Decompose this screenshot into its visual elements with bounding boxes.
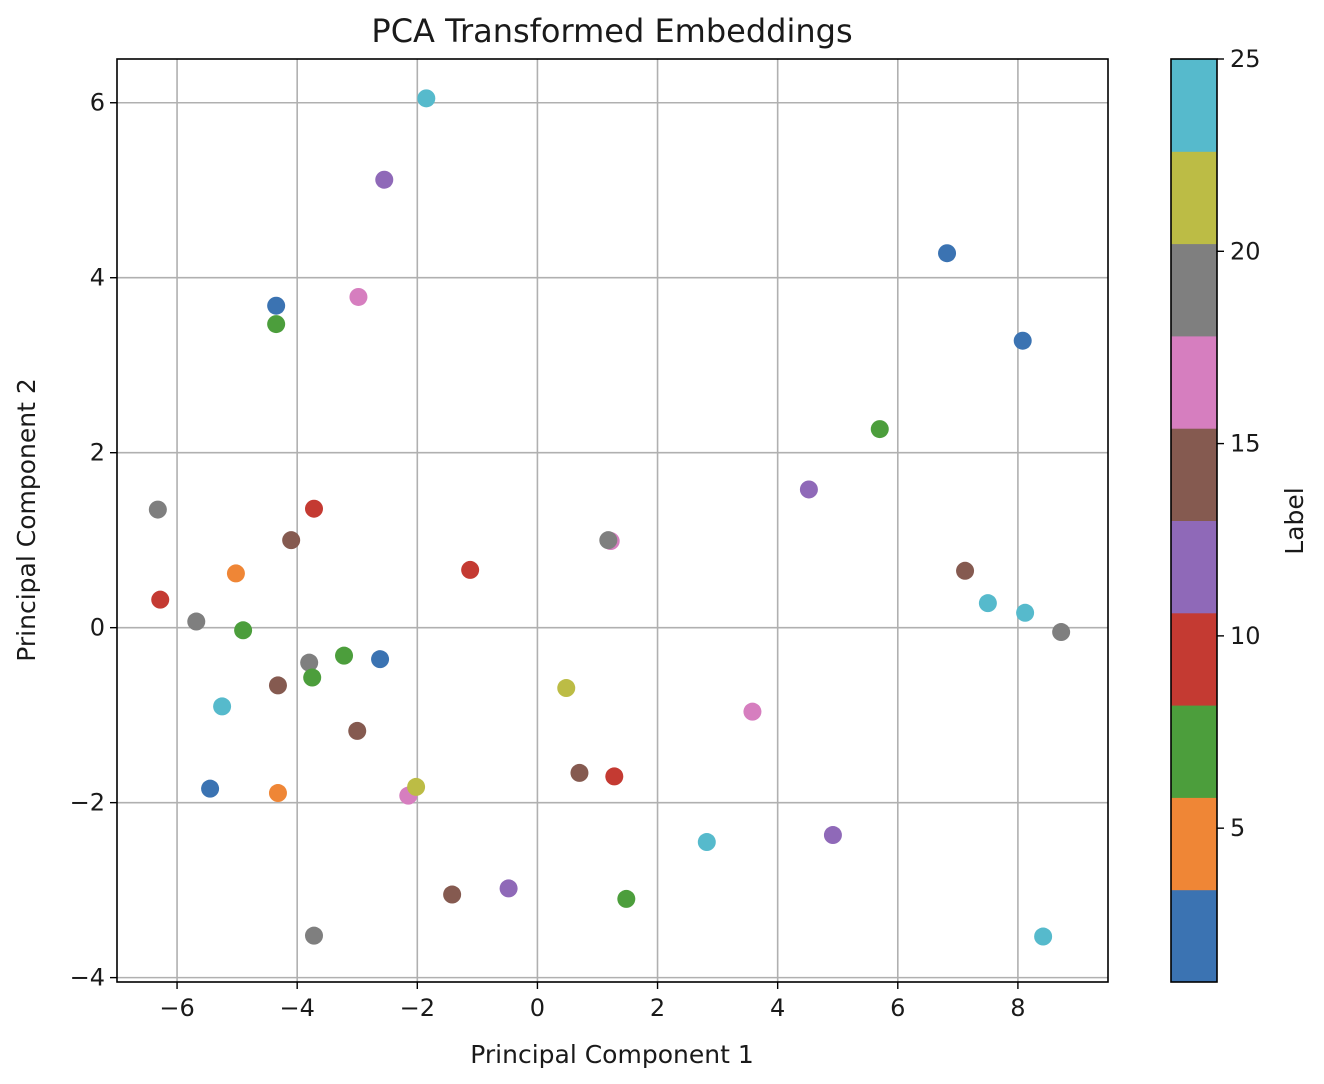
scatter-point — [407, 777, 426, 796]
scatter-point — [956, 561, 975, 580]
colorbar-segment — [1171, 151, 1217, 245]
scatter-point — [304, 499, 323, 518]
scatter-point — [371, 650, 390, 669]
x-tick-label: 2 — [650, 994, 665, 1022]
scatter-point — [870, 420, 889, 439]
scatter-point — [226, 564, 245, 583]
colorbar-segment — [1171, 520, 1217, 614]
colorbar-segment — [1171, 889, 1217, 983]
x-tick-label: 4 — [770, 994, 785, 1022]
colorbar-tick-label: 25 — [1230, 45, 1261, 73]
colorbar-segment — [1171, 243, 1217, 337]
scatter-point — [148, 500, 167, 519]
scatter-point — [349, 287, 368, 306]
scatter-point — [443, 885, 462, 904]
scatter-point — [267, 315, 286, 334]
y-axis-ticks: −4 −2 0 2 4 6 — [70, 89, 117, 992]
scatter-point — [201, 779, 220, 798]
scatter-point — [1016, 603, 1035, 622]
colorbar-tick-label: 5 — [1230, 814, 1245, 842]
scatter-point — [268, 676, 287, 695]
x-tick-label: 0 — [530, 994, 545, 1022]
scatter-point — [823, 826, 842, 845]
colorbar-segment — [1171, 612, 1217, 706]
colorbar-tick-label: 10 — [1230, 622, 1261, 650]
scatter-point — [978, 594, 997, 613]
scatter-point — [1034, 927, 1053, 946]
scatter-point — [697, 833, 716, 852]
colorbar-segment — [1171, 797, 1217, 891]
y-axis-label: Principal Component 2 — [12, 378, 41, 661]
chart-title: PCA Transformed Embeddings — [371, 12, 852, 50]
grid — [117, 59, 1108, 982]
scatter-point — [348, 721, 367, 740]
scatter-point — [304, 926, 323, 945]
scatter-point — [799, 480, 818, 499]
x-axis-label: Principal Component 1 — [470, 1040, 753, 1069]
colorbar-frame — [1170, 58, 1218, 983]
colorbar-tick-label: 15 — [1230, 430, 1261, 458]
scatter-point — [557, 679, 576, 698]
scatter-point — [300, 653, 319, 672]
x-tick-label: −6 — [159, 994, 194, 1022]
y-tick-label: 6 — [90, 89, 105, 117]
scatter-point — [605, 767, 624, 786]
scatter-points — [148, 89, 1071, 946]
x-axis-ticks: −6 −4 −2 0 2 4 6 8 — [159, 982, 1026, 1022]
scatter-point — [938, 244, 957, 263]
scatter-point — [282, 531, 301, 550]
scatter-point — [375, 170, 394, 189]
colorbar-tick-label: 20 — [1230, 237, 1261, 265]
colorbar: 5 10 15 20 25 — [1170, 45, 1261, 983]
y-tick-label: −2 — [70, 789, 105, 817]
scatter-point — [234, 621, 253, 640]
scatter-point — [461, 560, 480, 579]
scatter-point — [187, 612, 206, 631]
plot-area — [116, 58, 1109, 983]
y-tick-label: 4 — [90, 264, 105, 292]
scatter-point — [743, 702, 762, 721]
scatter-point — [335, 646, 354, 665]
x-tick-label: −2 — [400, 994, 435, 1022]
x-tick-label: 8 — [1010, 994, 1025, 1022]
scatter-point — [213, 697, 232, 716]
colorbar-segment — [1171, 428, 1217, 521]
scatter-point — [267, 296, 286, 315]
colorbar-segment — [1171, 335, 1217, 429]
scatter-point — [303, 668, 322, 687]
y-tick-label: −4 — [70, 964, 105, 992]
scatter-point — [1013, 331, 1032, 350]
y-tick-label: 2 — [90, 439, 105, 467]
colorbar-label: Label — [1280, 487, 1309, 554]
x-tick-label: −4 — [279, 994, 314, 1022]
y-tick-label: 0 — [90, 614, 105, 642]
scatter-point — [617, 889, 636, 908]
scatter-point — [499, 879, 518, 898]
scatter-point — [151, 590, 170, 609]
colorbar-segment — [1171, 59, 1217, 152]
scatter-point — [599, 531, 618, 550]
scatter-point — [1052, 623, 1071, 642]
scatter-point — [417, 89, 436, 108]
scatter-point — [570, 763, 589, 782]
scatter-point — [268, 784, 287, 803]
x-tick-label: 6 — [890, 994, 905, 1022]
colorbar-segment — [1171, 705, 1217, 798]
